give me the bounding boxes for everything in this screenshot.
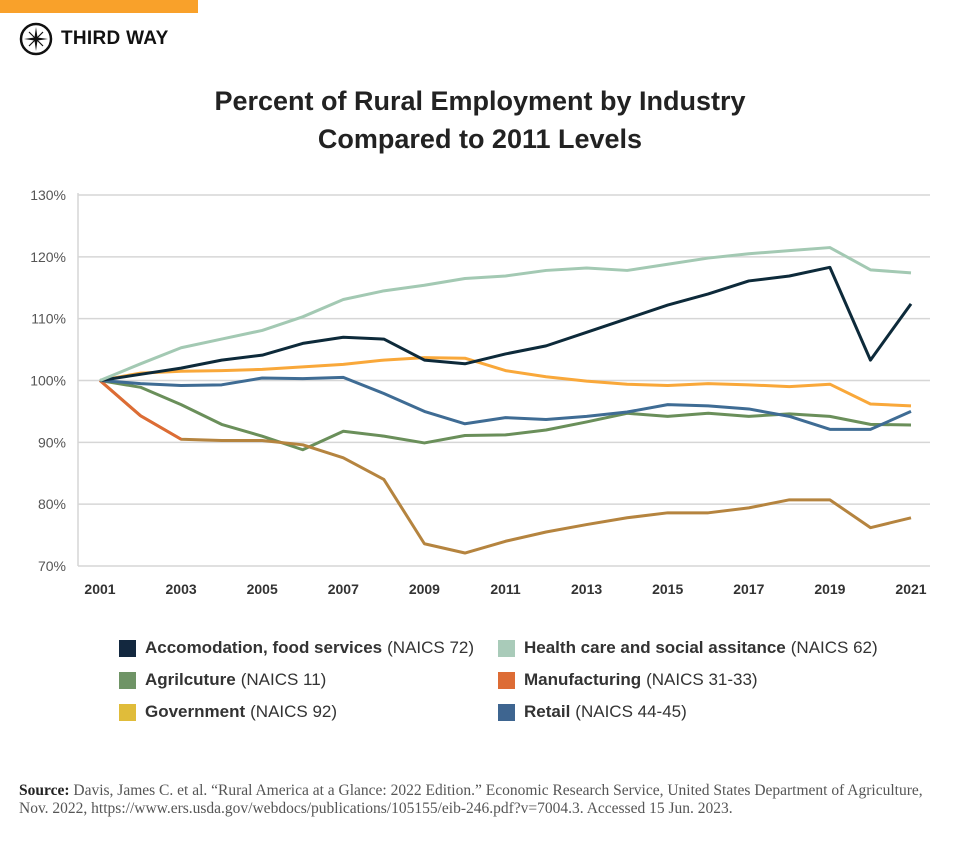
x-tick-label: 2015 <box>652 581 683 597</box>
legend-item-health-care-and-social-assitance: Health care and social assitance (NAICS 6… <box>498 638 878 658</box>
legend-name: Agrilcuture <box>145 670 236 689</box>
compass-star-icon <box>19 22 53 56</box>
legend-item-manufacturing: Manufacturing (NAICS 31-33) <box>498 670 758 690</box>
legend-swatch <box>498 639 515 657</box>
y-tick-label: 130% <box>30 187 66 203</box>
legend-code: (NAICS 92) <box>250 702 338 721</box>
legend-swatch <box>119 703 136 721</box>
x-tick-label: 2013 <box>571 581 602 597</box>
source-note: Source: Davis, James C. et al. “Rural Am… <box>19 782 949 818</box>
chart-title-line-2: Compared to 2011 Levels <box>317 124 643 154</box>
source-text: Davis, James C. et al. “Rural America at… <box>19 782 923 817</box>
legend-code: (NAICS 44-45) <box>575 702 687 721</box>
x-tick-label: 2017 <box>733 581 764 597</box>
x-tick-label: 2001 <box>84 581 115 597</box>
y-tick-label: 90% <box>38 434 66 450</box>
legend-item-government: Government (NAICS 92) <box>119 702 337 722</box>
series-line-health-care-and-social-assitance <box>99 246 912 382</box>
legend-item-retail: Retail (NAICS 44-45) <box>498 702 687 722</box>
series-line-retail <box>99 375 912 431</box>
y-tick-label: 80% <box>38 496 66 512</box>
x-tick-label: 2007 <box>328 581 359 597</box>
y-tick-label: 100% <box>30 373 66 389</box>
x-tick-label: 2021 <box>895 581 926 597</box>
legend-name: Retail <box>524 702 571 721</box>
legend-name: Manufacturing <box>524 670 642 689</box>
x-tick-label: 2003 <box>166 581 197 597</box>
legend-name: Government <box>145 702 246 721</box>
source-label: Source: <box>19 782 70 799</box>
series-line-manufacturing-start <box>99 379 182 441</box>
x-tick-label: 2005 <box>247 581 278 597</box>
legend-code: (NAICS 72) <box>387 638 475 657</box>
series-line-manufacturing <box>99 379 912 555</box>
y-tick-label: 70% <box>38 558 66 574</box>
legend-name: Accomodation, food services <box>145 638 383 657</box>
legend-swatch <box>498 703 515 721</box>
legend-code: (NAICS 31-33) <box>646 670 758 689</box>
series-line-government <box>99 356 912 408</box>
brand-accent-bar <box>0 0 198 13</box>
legend-item-agrilcuture: Agrilcuture (NAICS 11) <box>119 670 326 690</box>
brand-logo: THIRD WAY <box>19 22 169 56</box>
legend-code: (NAICS 62) <box>790 638 878 657</box>
legend-item-accomodation-food-services: Accomodation, food services (NAICS 72) <box>119 638 474 658</box>
chart-title: Percent of Rural Employment by Industry … <box>0 82 960 158</box>
y-tick-label: 120% <box>30 249 66 265</box>
chart-title-line-1: Percent of Rural Employment by Industry <box>214 86 746 116</box>
legend-swatch <box>119 671 136 689</box>
series-line-accomodation-food-services <box>99 265 913 382</box>
brand-name: THIRD WAY <box>61 28 169 49</box>
x-tick-label: 2011 <box>490 581 521 597</box>
y-tick-label: 110% <box>31 311 66 327</box>
legend-code: (NAICS 11) <box>240 670 327 689</box>
legend-name: Health care and social assitance <box>524 638 786 657</box>
x-tick-label: 2009 <box>409 581 440 597</box>
legend-swatch <box>498 671 515 689</box>
line-chart: 130% 120% 110% 100% 90% 80% 70% 2001 2003 2005 200… <box>30 187 930 597</box>
legend-swatch <box>119 639 136 657</box>
x-tick-label: 2019 <box>814 581 845 597</box>
